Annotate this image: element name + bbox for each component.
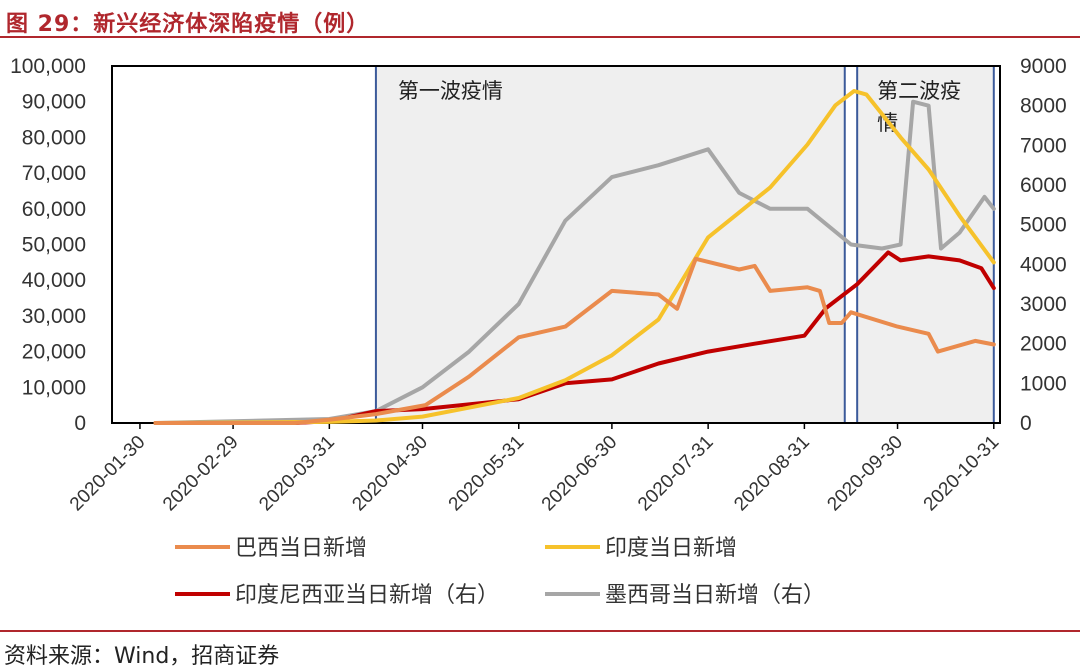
y-left-tick-label: 10,000 bbox=[22, 376, 86, 399]
y-right-tick-label: 8000 bbox=[1020, 95, 1067, 118]
y-right-tick-label: 0 bbox=[1020, 412, 1032, 435]
x-tick-label: 2020-08-31 bbox=[730, 432, 814, 516]
wave-label-1: 第一波疫情 bbox=[398, 79, 503, 103]
plot-frame bbox=[111, 65, 1001, 424]
y-left-tick-label: 0 bbox=[74, 412, 86, 435]
x-tick-label: 2020-03-31 bbox=[255, 432, 339, 516]
title-rule bbox=[0, 36, 1080, 38]
source-note: 资料来源：Wind，招商证券 bbox=[4, 644, 280, 669]
series-line-1 bbox=[153, 256, 996, 425]
legend-label-2: 印度当日新增 bbox=[605, 536, 737, 561]
y-right-tick-label: 9000 bbox=[1020, 55, 1067, 78]
y-left-tick-label: 60,000 bbox=[22, 198, 86, 221]
y-left-tick-label: 100,000 bbox=[10, 55, 86, 78]
series-line-2 bbox=[153, 89, 996, 425]
x-tick-label: 2020-10-31 bbox=[920, 432, 1004, 516]
x-tick-label: 2020-05-31 bbox=[445, 432, 529, 516]
legend-label-4: 墨西哥当日新增（右） bbox=[605, 583, 825, 608]
legend-label-3: 印度尼西亚当日新增（右） bbox=[235, 583, 499, 608]
x-tick-label: 2020-02-29 bbox=[159, 432, 243, 516]
y-right-tick-label: 4000 bbox=[1020, 253, 1067, 276]
x-tick-label: 2020-01-30 bbox=[66, 432, 150, 516]
y-right-tick-label: 2000 bbox=[1020, 333, 1067, 356]
y-right-tick-label: 1000 bbox=[1020, 372, 1067, 395]
series-lines bbox=[153, 89, 996, 425]
y-left-tick-label: 70,000 bbox=[22, 162, 86, 185]
y-right-tick-label: 7000 bbox=[1020, 134, 1067, 157]
wave-label-2: 第二波疫 bbox=[877, 79, 961, 103]
y-left-tick-label: 80,000 bbox=[22, 126, 86, 149]
y-left-tick-label: 40,000 bbox=[22, 269, 86, 292]
y-left-tick-label: 50,000 bbox=[22, 234, 86, 257]
y-left-tick-label: 20,000 bbox=[22, 341, 86, 364]
y-right-tick-label: 6000 bbox=[1020, 174, 1067, 197]
x-tick-label: 2020-06-30 bbox=[538, 432, 622, 516]
y-right-tick-label: 3000 bbox=[1020, 293, 1067, 316]
y-right-tick-label: 5000 bbox=[1020, 214, 1067, 237]
x-tick-label: 2020-07-31 bbox=[634, 432, 718, 516]
x-tick-label: 2020-09-30 bbox=[823, 432, 907, 516]
y-left-tick-label: 90,000 bbox=[22, 91, 86, 114]
source-rule bbox=[0, 630, 1080, 632]
legend-label-1: 巴西当日新增 bbox=[235, 536, 367, 561]
chart-title: 图 29：新兴经济体深陷疫情（例） bbox=[6, 12, 370, 37]
x-tick-label: 2020-04-30 bbox=[348, 432, 432, 516]
y-left-tick-label: 30,000 bbox=[22, 305, 86, 328]
